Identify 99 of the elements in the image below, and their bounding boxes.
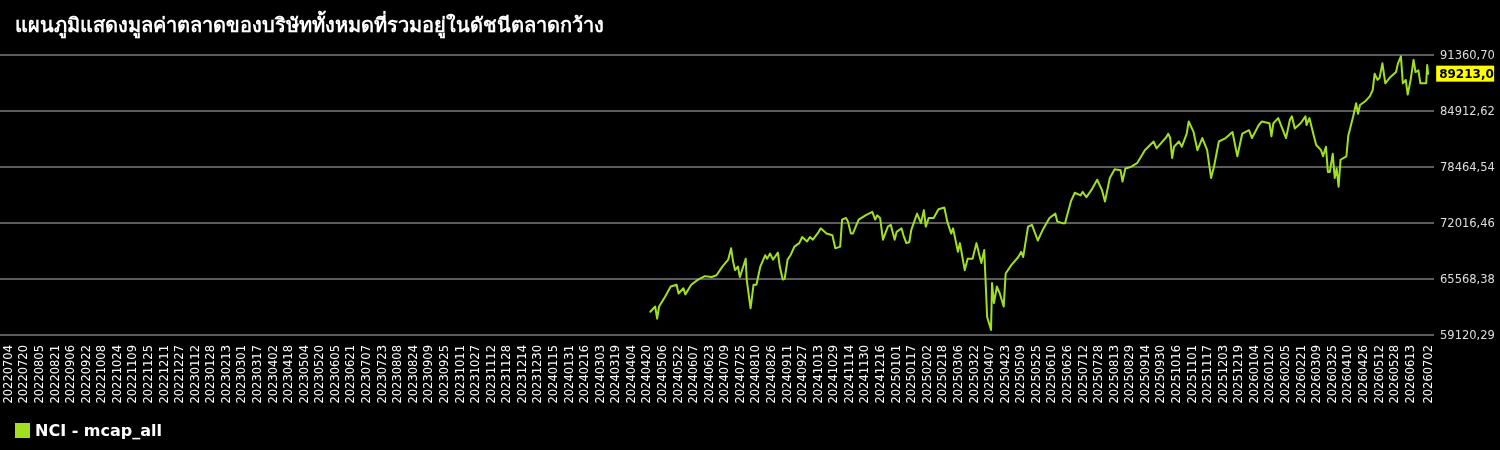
x-tick-label: 20221125	[140, 345, 155, 404]
x-tick-label: 20260410	[1340, 345, 1355, 404]
x-tick-label: 20240303	[592, 345, 607, 404]
x-tick-label: 20231027	[468, 345, 483, 404]
x-tick-label: 20250525	[1028, 345, 1043, 404]
x-tick-label: 20250509	[1013, 345, 1028, 404]
x-tick-label: 20240810	[748, 345, 763, 404]
x-tick-label: 20230824	[405, 345, 420, 404]
x-tick-label: 20250322	[966, 345, 981, 404]
x-tick-label: 20230418	[281, 345, 296, 404]
x-tick-label: 20220704	[0, 345, 15, 404]
y-tick-label: 72016,46	[1440, 216, 1495, 230]
x-tick-label: 20250610	[1044, 345, 1059, 404]
x-tick-label: 20251117	[1200, 345, 1215, 404]
x-tick-label: 20230504	[296, 345, 311, 404]
x-tick-label: 20250813	[1106, 345, 1121, 404]
x-tick-label: 20230621	[343, 345, 358, 404]
x-tick-label: 20230317	[250, 345, 265, 404]
x-tick-label: 20240623	[701, 345, 716, 404]
x-tick-label: 20240420	[639, 345, 654, 404]
x-tick-label: 20230925	[436, 345, 451, 404]
x-tick-label: 20230213	[218, 345, 233, 404]
x-tick-label: 20230808	[390, 345, 405, 404]
x-tick-label: 20250930	[1153, 345, 1168, 404]
x-tick-label: 20240319	[608, 345, 623, 404]
y-tick-label: 78464,54	[1440, 160, 1495, 174]
x-tick-label: 20240607	[686, 345, 701, 404]
x-tick-label: 20241013	[810, 345, 825, 404]
x-tick-label: 20240927	[795, 345, 810, 404]
x-tick-label: 20250829	[1122, 345, 1137, 404]
x-tick-label: 20231214	[514, 345, 529, 404]
x-tick-label: 20241216	[873, 345, 888, 404]
x-tick-label: 20241130	[857, 345, 872, 404]
x-tick-label: 20230605	[327, 345, 342, 404]
y-tick-label: 84912,62	[1440, 104, 1495, 118]
x-tick-label: 20260309	[1309, 345, 1324, 404]
legend: NCI - mcap_all	[15, 421, 163, 440]
x-tick-label: 20240709	[717, 345, 732, 404]
x-tick-label: 20230707	[359, 345, 374, 404]
x-tick-label: 20221211	[156, 345, 171, 404]
x-tick-label: 20221109	[125, 345, 140, 404]
x-tick-label: 20250306	[950, 345, 965, 404]
x-tick-label: 20220821	[47, 345, 62, 404]
y-tick-label: 59120,29	[1440, 328, 1495, 342]
x-tick-label: 20221024	[109, 345, 124, 404]
x-tick-label: 20250626	[1059, 345, 1074, 404]
x-tick-label: 20250218	[935, 345, 950, 404]
x-tick-label: 20250407	[982, 345, 997, 404]
x-tick-label: 20251203	[1215, 345, 1230, 404]
x-tick-label: 20220720	[16, 345, 31, 404]
x-tick-label: 20240725	[732, 345, 747, 404]
x-tick-label: 20240216	[577, 345, 592, 404]
y-tick-label: 65568,38	[1440, 272, 1495, 286]
x-tick-label: 20241029	[826, 345, 841, 404]
x-tick-label: 20260426	[1355, 345, 1370, 404]
x-tick-label: 20220906	[63, 345, 78, 404]
x-tick-label: 20260528	[1387, 345, 1402, 404]
x-tick-label: 20250712	[1075, 345, 1090, 404]
x-tick-label: 20231011	[452, 345, 467, 404]
x-tick-label: 20231128	[499, 345, 514, 404]
x-tick-label: 20240522	[670, 345, 685, 404]
x-tick-label: 20230909	[421, 345, 436, 404]
y-tick-label: 91360,70	[1440, 48, 1495, 62]
x-tick-label: 20240115	[545, 345, 560, 404]
x-tick-label: 20221227	[172, 345, 187, 404]
x-tick-label: 20251016	[1169, 345, 1184, 404]
x-tick-label: 20260325	[1324, 345, 1339, 404]
x-tick-label: 20230723	[374, 345, 389, 404]
x-tick-label: 20230520	[312, 345, 327, 404]
x-tick-label: 20250117	[904, 345, 919, 404]
x-tick-label: 20220805	[31, 345, 46, 404]
x-tick-label: 20260512	[1371, 345, 1386, 404]
x-tick-label: 20251101	[1184, 345, 1199, 404]
x-tick-label: 20230128	[203, 345, 218, 404]
x-tick-label: 20240911	[779, 345, 794, 404]
x-tick-label: 20250914	[1137, 345, 1152, 404]
x-tick-label: 20250728	[1091, 345, 1106, 404]
x-tick-label: 20221008	[94, 345, 109, 404]
x-tick-label: 20251219	[1231, 345, 1246, 404]
x-tick-label: 20260613	[1402, 345, 1417, 404]
x-tick-label: 20240506	[655, 345, 669, 404]
x-tick-label: 20231230	[530, 345, 545, 404]
x-tick-label: 20260702	[1421, 345, 1436, 404]
x-tick-label: 20240131	[561, 345, 576, 404]
x-tick-label: 20240404	[623, 345, 638, 404]
x-tick-label: 20230112	[187, 345, 202, 404]
x-tick-label: 20220922	[78, 345, 93, 404]
x-tick-label: 20241114	[841, 345, 856, 404]
x-tick-label: 20260120	[1262, 345, 1277, 404]
x-tick-label: 20250101	[888, 345, 903, 404]
x-tick-label: 20240826	[764, 345, 779, 404]
x-tick-label: 20260221	[1293, 345, 1308, 404]
x-tick-label: 20250202	[919, 345, 934, 404]
x-tick-label: 20260205	[1278, 345, 1293, 404]
x-tick-label: 20230301	[234, 345, 249, 404]
x-tick-label: 20230402	[265, 345, 280, 404]
x-tick-label: 20250423	[997, 345, 1012, 404]
x-tick-label: 20260104	[1246, 345, 1261, 404]
x-tick-label: 20231112	[483, 345, 498, 404]
